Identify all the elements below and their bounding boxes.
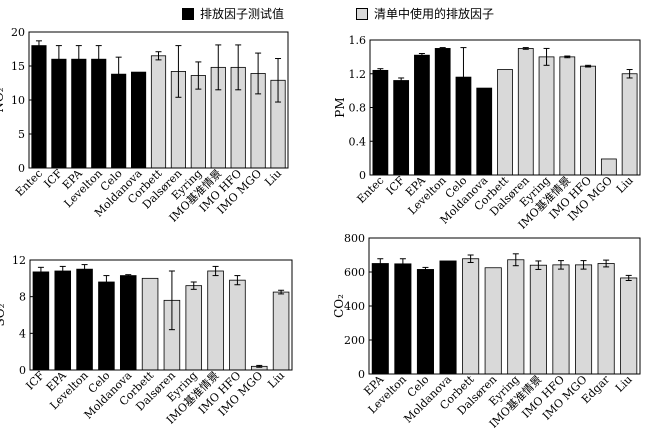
bar-IMO HFO	[552, 264, 570, 375]
y-tick-label: 8	[19, 291, 26, 304]
x-tick-label: ICF	[23, 369, 47, 393]
bar-IMO基准情景	[207, 270, 224, 371]
bar-IMO基准情景	[529, 264, 547, 375]
y-tick-label: 15	[11, 60, 25, 73]
bar-Eyring	[185, 285, 203, 371]
bar-Moldanova	[476, 87, 493, 176]
legend-item-measured: 排放因子测试值	[182, 5, 284, 22]
bar-ICF	[393, 80, 410, 176]
bar-Corbett	[462, 258, 480, 375]
chart-panel-4: EPALeveltonCeloMoldanovaCorbettDalsørenE…	[332, 232, 641, 431]
bar-Liu	[620, 277, 638, 375]
y-tick-label: 800	[344, 232, 365, 245]
y-tick-label: 0.4	[349, 135, 367, 148]
y-axis-label: CO₂	[332, 294, 346, 318]
bar-Moldanova	[131, 71, 147, 169]
chart-panel-2: EntecICFEPALeveltonCeloMoldanovaCorbettD…	[333, 34, 641, 232]
bar-Levelton	[91, 58, 107, 169]
bar-Corbett	[497, 69, 513, 176]
bar-IMO MGO	[600, 158, 617, 176]
y-tick-label: 10	[11, 94, 25, 107]
bar-Entec	[372, 69, 389, 176]
x-tick-label: ICF	[41, 167, 65, 191]
bar-Corbett	[150, 55, 167, 169]
legend-swatch-measured	[182, 7, 194, 20]
bar-IMO HFO	[229, 279, 246, 371]
bar-Celo	[98, 281, 115, 371]
y-tick-label: 0.8	[349, 102, 367, 115]
bar-Eyring	[538, 56, 555, 176]
bar-Dalsøren	[517, 48, 534, 176]
bar-Celo	[416, 269, 434, 375]
axes-frame	[29, 259, 293, 371]
y-tick-label: 0	[359, 169, 366, 182]
bar-EPA	[54, 270, 72, 371]
bar-Moldanova	[439, 260, 457, 375]
y-tick-label: 600	[344, 266, 365, 279]
legend-label-inventory: 清单中使用的排放因子	[374, 7, 495, 21]
y-tick-label: 0	[18, 162, 25, 175]
bar-IMO MGO	[575, 264, 593, 375]
bar-Liu	[621, 73, 638, 176]
bar-Levelton	[394, 263, 412, 375]
legend-item-inventory: 清单中使用的排放因子	[356, 5, 494, 22]
y-tick-label: 1.2	[349, 68, 367, 81]
y-tick-label: 0	[19, 364, 26, 377]
y-tick-label: 5	[18, 128, 25, 141]
chart-panel-3: ICFEPALeveltonCeloMoldanovaCorbettDalsør…	[0, 254, 293, 427]
x-tick-label: Liu	[613, 373, 635, 395]
y-axis-label: SO₂	[0, 303, 7, 326]
bar-Entec	[31, 45, 47, 169]
bar-ICF	[51, 58, 67, 169]
y-tick-label: 400	[344, 300, 365, 313]
x-tick-label: ICF	[384, 174, 408, 198]
bar-ICF	[32, 271, 50, 371]
bar-Edgar	[597, 263, 615, 375]
y-tick-label: 12	[12, 254, 26, 267]
y-tick-label: 1.6	[349, 34, 367, 47]
bar-Dalsøren	[484, 267, 502, 375]
y-tick-label: 4	[19, 327, 26, 340]
y-tick-label: 20	[11, 26, 25, 39]
bar-IMO基准情景	[559, 56, 576, 176]
y-tick-label: 200	[344, 334, 365, 347]
x-tick-label: Liu	[262, 167, 284, 189]
bar-Levelton	[434, 48, 451, 176]
bar-EPA	[71, 58, 87, 169]
bar-Moldanova	[119, 275, 137, 371]
x-tick-label: Liu	[614, 174, 636, 196]
bar-Corbett	[141, 277, 159, 371]
bar-IMO HFO	[580, 65, 596, 176]
bar-EPA	[414, 54, 430, 176]
y-axis-label: PM	[333, 97, 347, 117]
y-axis-label: NO₂	[0, 87, 6, 112]
legend-label-measured: 排放因子测试值	[200, 7, 285, 21]
bar-Liu	[272, 291, 290, 371]
legend: 排放因子测试值 清单中使用的排放因子	[0, 0, 648, 28]
y-tick-label: 0	[358, 368, 365, 381]
x-tick-label: Liu	[265, 369, 287, 391]
legend-swatch-inventory	[356, 7, 368, 20]
bar-EPA	[371, 263, 389, 375]
bar-Levelton	[76, 268, 93, 371]
chart-panel-1: EntecICFEPALeveltonCeloMoldanovaCorbettD…	[0, 26, 289, 225]
bar-Eyring	[507, 259, 525, 375]
